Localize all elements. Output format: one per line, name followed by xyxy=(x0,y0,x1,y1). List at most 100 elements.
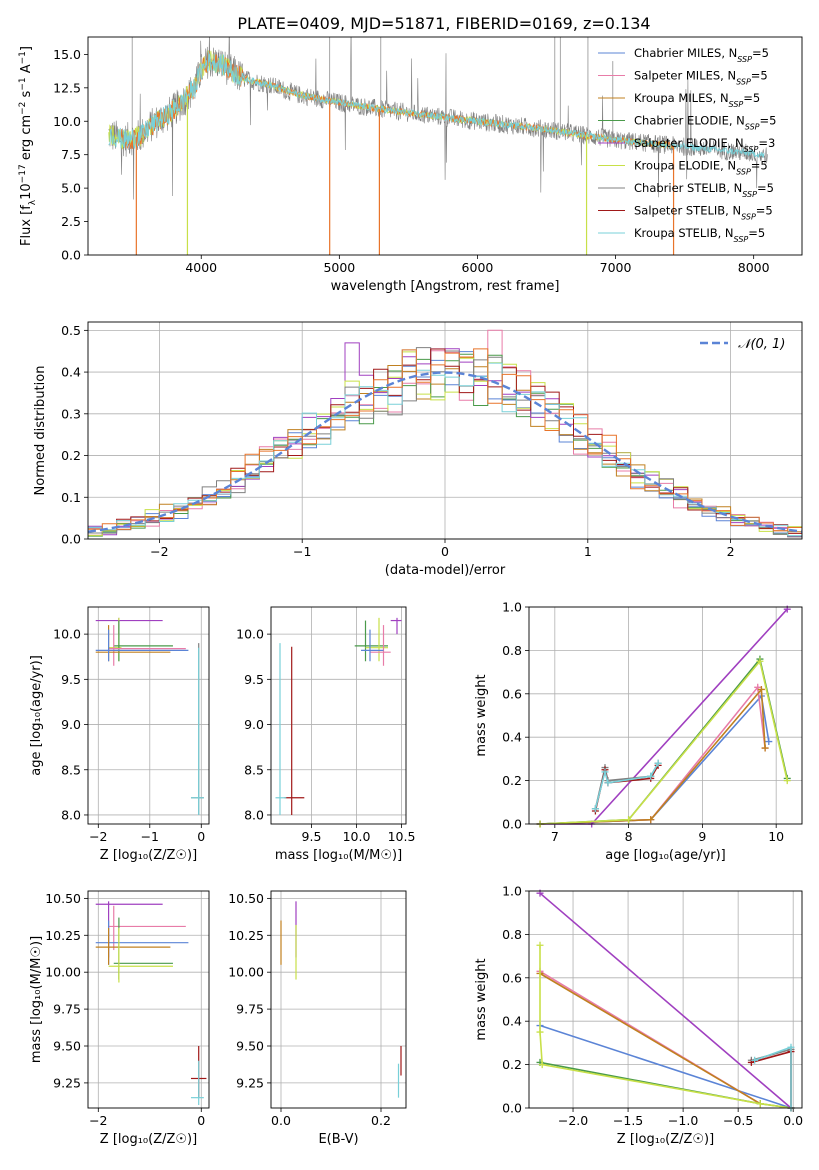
y-axis-label-part: −2 xyxy=(18,102,28,115)
y-axis-label-part: λ xyxy=(28,199,38,205)
legend-entry-sub: SSP xyxy=(729,100,744,109)
x-tick-label: −2 xyxy=(89,1113,107,1128)
age_vs_mass-panel: 9.5 10.0 10.5 8.0 8.5 9.0 9.5 10.0 mass [log₁₀(M… xyxy=(236,606,416,863)
y-axis-label-part: A xyxy=(19,64,34,77)
x-tick-label: 0 xyxy=(441,544,449,559)
legend-entry: 𝒩(0, 1) xyxy=(738,337,785,352)
legend-entry-name: Chabrier ELODIE, N xyxy=(634,114,745,128)
series-point xyxy=(625,816,633,824)
x-tick-label: −1.5 xyxy=(613,1113,643,1128)
y-tick-label: 1.0 xyxy=(502,884,522,899)
series-point xyxy=(756,657,764,665)
x-tick-label: −0.5 xyxy=(723,1113,753,1128)
series-point xyxy=(604,779,612,787)
x-tick-label: 9.5 xyxy=(302,829,322,844)
x-tick-label: 0 xyxy=(197,1113,205,1128)
y-tick-label: 2.5 xyxy=(61,214,81,229)
x-axis-label: Z [log₁₀(Z/Z☉)] xyxy=(100,1132,197,1147)
y-tick-label: 0.4 xyxy=(502,730,522,745)
y-tick-label: 9.25 xyxy=(236,1075,264,1090)
series-line xyxy=(540,657,788,825)
legend-entry-sub: SSP xyxy=(736,77,751,86)
y-tick-label: 0.2 xyxy=(502,773,522,788)
y-tick-label: 9.75 xyxy=(53,1002,81,1017)
series-point xyxy=(787,1043,795,1051)
y-tick-label: 0.8 xyxy=(502,927,522,942)
y-tick-label: 10.50 xyxy=(45,891,81,906)
series-point xyxy=(756,1100,764,1108)
y-tick-label: 0.8 xyxy=(502,643,522,658)
residuals-panel: −2 −1 0 1 2 0.0 0.1 0.2 0.3 0.4 0.5 (data-model)/er… xyxy=(33,321,803,578)
y-axis-label-part: 10 xyxy=(19,183,34,200)
x-tick-label: −1 xyxy=(141,829,159,844)
series-point xyxy=(783,777,791,785)
x-tick-label: 10.5 xyxy=(388,829,416,844)
x-tick-label: −2.0 xyxy=(558,1113,588,1128)
y-tick-label: 9.5 xyxy=(61,672,81,687)
y-tick-label: 10.0 xyxy=(53,627,81,642)
y-tick-label: 0.0 xyxy=(61,248,81,263)
series-point xyxy=(751,1056,759,1064)
y-tick-label: 0.5 xyxy=(61,323,81,338)
legend-entry-name: Kroupa MILES, N xyxy=(634,91,729,105)
histogram-steps xyxy=(88,329,802,538)
x-tick-label: −1.0 xyxy=(668,1113,698,1128)
weight_vs_Z-panel: −2.0 −1.5 −1.0 −0.5 0.0 0.0 0.2 0.4 0.6 0.8 1.0 Z [… xyxy=(474,884,803,1148)
x-tick-label: 10 xyxy=(768,829,784,844)
series-line xyxy=(539,945,792,1109)
x-tick-label: 1 xyxy=(584,544,592,559)
legend-entry-name: Salpeter MILES, N xyxy=(634,69,736,83)
series-group xyxy=(536,889,795,1112)
x-tick-label: 0.0 xyxy=(783,1113,803,1128)
series-line xyxy=(539,1061,792,1109)
x-tick-label: 2 xyxy=(727,544,735,559)
x-axis-label: Z [log₁₀(Z/Z☉)] xyxy=(100,848,197,863)
y-axis-label-part: −1 xyxy=(18,77,28,90)
x-tick-label: −1 xyxy=(293,544,311,559)
y-tick-label: 8.5 xyxy=(244,762,264,777)
y-tick-label: 9.0 xyxy=(61,717,81,732)
legend-entry: Salpeter ELODIE, NSSP=3 xyxy=(634,136,775,154)
series-line xyxy=(539,1024,792,1109)
legend-entry-sub: SSP xyxy=(737,55,752,64)
series-point xyxy=(647,772,655,780)
x-tick-label: 0.2 xyxy=(371,1113,391,1128)
model-spectrum-line xyxy=(108,51,765,158)
x-tick-label: 8000 xyxy=(738,260,770,275)
plot-frame xyxy=(270,890,407,1109)
legend-entry-sub: SSP xyxy=(736,167,751,176)
legend-entry-name: Kroupa ELODIE, N xyxy=(634,159,736,173)
y-tick-label: 5.0 xyxy=(61,181,81,196)
legend-entry: Chabrier ELODIE, NSSP=5 xyxy=(634,114,776,132)
y-tick-label: 1.0 xyxy=(502,600,522,615)
plot-frame xyxy=(87,890,210,1109)
y-tick-label: 8.0 xyxy=(244,807,264,822)
series-line xyxy=(539,972,761,1105)
y-tick-label: 0.4 xyxy=(502,1014,522,1029)
plot-frame xyxy=(528,890,803,1109)
spectrum-panel: 4000 5000 6000 7000 8000 0.0 2.5 5.0 7.5 10.0 12.5… xyxy=(18,36,803,294)
y-tick-label: 0.2 xyxy=(61,448,81,463)
y-tick-label: 12.5 xyxy=(53,80,81,95)
y-tick-label: 15.0 xyxy=(53,47,81,62)
x-tick-label: 9 xyxy=(698,829,706,844)
y-tick-label: 0.0 xyxy=(502,817,522,832)
legend-entry: Chabrier MILES, NSSP=5 xyxy=(634,46,769,64)
legend-entry: Kroupa ELODIE, NSSP=5 xyxy=(634,159,768,177)
legend-entry-n: =5 xyxy=(760,114,777,128)
y-axis-label: mass weight xyxy=(474,674,489,756)
y-tick-label: 8.0 xyxy=(61,807,81,822)
y-axis-label-part: ] xyxy=(19,46,34,51)
legend-entry-n: =5 xyxy=(757,181,774,195)
y-tick-label: 10.0 xyxy=(53,114,81,129)
y-tick-label: 10.25 xyxy=(228,928,264,943)
legend-entry-sub: SSP xyxy=(742,190,757,199)
series-point xyxy=(757,685,765,693)
legend-entry: Salpeter MILES, NSSP=5 xyxy=(634,69,768,87)
x-tick-label: 6000 xyxy=(462,260,494,275)
errorbar-group xyxy=(275,617,402,815)
legend-entry-sub: SSP xyxy=(745,122,760,131)
x-tick-label: 0.0 xyxy=(271,1113,291,1128)
legend-entry: Chabrier STELIB, NSSP=5 xyxy=(634,181,774,199)
series-point xyxy=(654,759,662,767)
